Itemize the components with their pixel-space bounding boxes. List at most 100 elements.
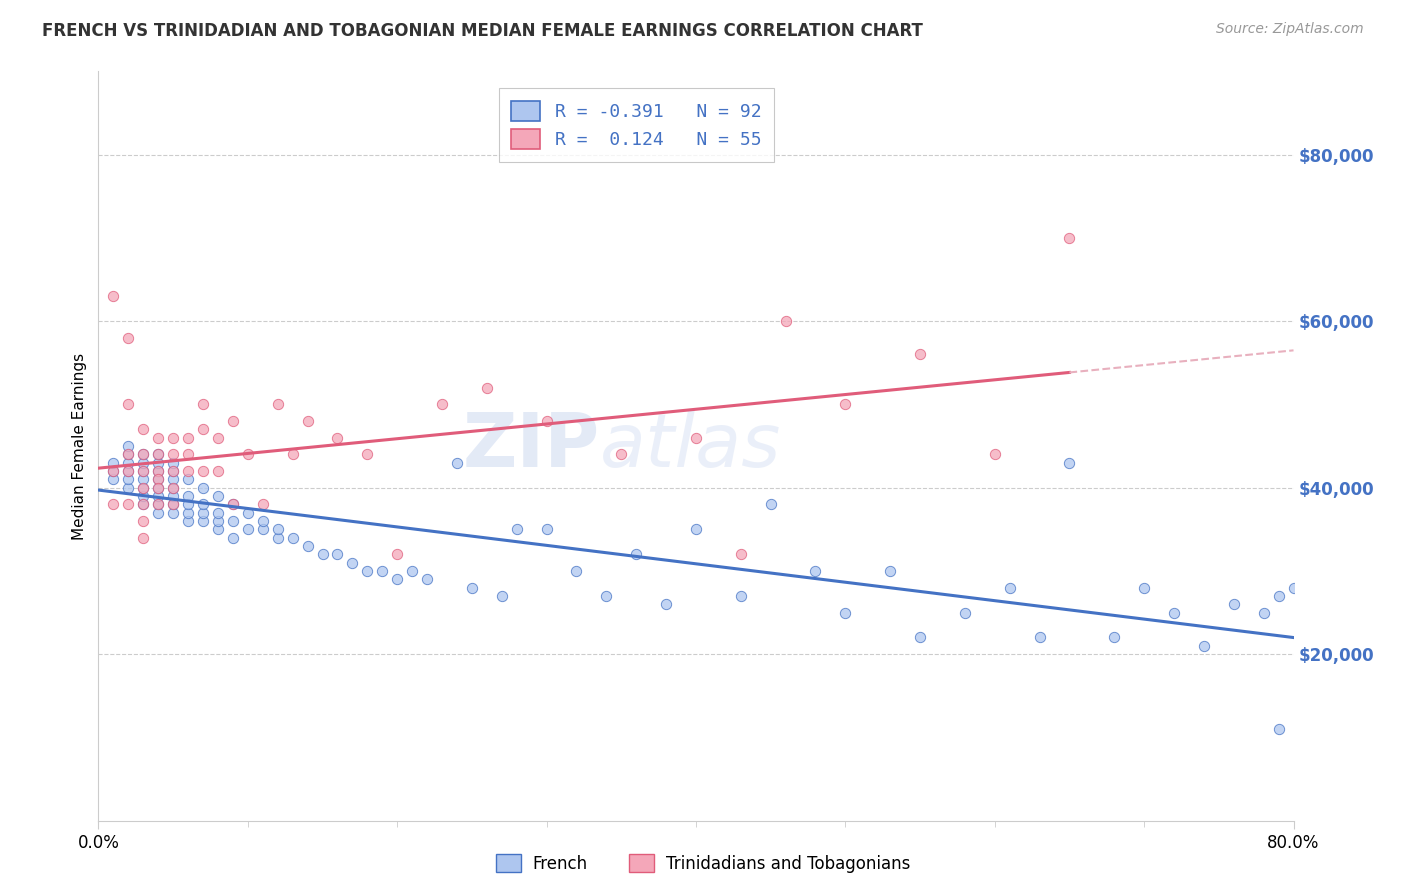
Point xyxy=(132,464,155,478)
Point xyxy=(162,481,184,495)
Point xyxy=(1282,581,1305,595)
Point xyxy=(281,531,304,545)
Point xyxy=(326,431,349,445)
Point xyxy=(998,581,1021,595)
Point xyxy=(191,481,214,495)
Point xyxy=(177,431,200,445)
Point xyxy=(177,447,200,461)
Point xyxy=(148,472,170,486)
Point xyxy=(222,531,245,545)
Point xyxy=(1223,597,1246,611)
Point xyxy=(148,489,170,503)
Point xyxy=(385,547,409,561)
Point xyxy=(252,522,274,536)
Point xyxy=(117,456,139,470)
Point xyxy=(416,572,439,586)
Point xyxy=(103,456,125,470)
Text: FRENCH VS TRINIDADIAN AND TOBAGONIAN MEDIAN FEMALE EARNINGS CORRELATION CHART: FRENCH VS TRINIDADIAN AND TOBAGONIAN MED… xyxy=(42,22,924,40)
Point xyxy=(132,481,155,495)
Point xyxy=(834,397,856,411)
Point xyxy=(953,606,976,620)
Point xyxy=(117,464,139,478)
Point xyxy=(834,606,856,620)
Point xyxy=(103,472,125,486)
Point xyxy=(191,506,214,520)
Point xyxy=(132,464,155,478)
Point xyxy=(132,447,155,461)
Point xyxy=(148,464,170,478)
Legend: French, Trinidadians and Tobagonians: French, Trinidadians and Tobagonians xyxy=(489,847,917,880)
Point xyxy=(191,497,214,511)
Point xyxy=(148,472,170,486)
Point xyxy=(162,464,184,478)
Point xyxy=(222,514,245,528)
Point xyxy=(162,447,184,461)
Point xyxy=(311,547,333,561)
Point xyxy=(177,506,200,520)
Point xyxy=(461,581,484,595)
Point xyxy=(148,464,170,478)
Point xyxy=(1163,606,1185,620)
Point xyxy=(1253,606,1275,620)
Point xyxy=(385,572,409,586)
Point xyxy=(655,597,678,611)
Point xyxy=(132,497,155,511)
Point xyxy=(132,497,155,511)
Point xyxy=(1059,456,1081,470)
Point xyxy=(207,489,229,503)
Point xyxy=(103,464,125,478)
Point xyxy=(222,497,245,511)
Point xyxy=(117,447,139,461)
Point xyxy=(908,347,931,361)
Point xyxy=(103,497,125,511)
Point xyxy=(132,422,155,436)
Point xyxy=(162,472,184,486)
Point xyxy=(430,397,453,411)
Point xyxy=(984,447,1007,461)
Point xyxy=(610,447,633,461)
Point xyxy=(207,522,229,536)
Point xyxy=(191,514,214,528)
Point xyxy=(177,472,200,486)
Point xyxy=(356,447,378,461)
Point xyxy=(191,464,214,478)
Point xyxy=(162,456,184,470)
Point xyxy=(132,456,155,470)
Point xyxy=(267,531,290,545)
Point xyxy=(162,506,184,520)
Point xyxy=(132,447,155,461)
Point xyxy=(565,564,588,578)
Point xyxy=(148,481,170,495)
Point xyxy=(1192,639,1215,653)
Point xyxy=(177,514,200,528)
Point xyxy=(117,472,139,486)
Point xyxy=(775,314,797,328)
Text: Source: ZipAtlas.com: Source: ZipAtlas.com xyxy=(1216,22,1364,37)
Point xyxy=(207,431,229,445)
Point xyxy=(626,547,648,561)
Point xyxy=(222,414,245,428)
Point xyxy=(207,506,229,520)
Point xyxy=(685,431,707,445)
Point xyxy=(536,522,558,536)
Point xyxy=(506,522,529,536)
Point xyxy=(595,589,617,603)
Point xyxy=(148,447,170,461)
Point xyxy=(730,547,752,561)
Point xyxy=(132,514,155,528)
Point xyxy=(162,489,184,503)
Point xyxy=(177,497,200,511)
Point xyxy=(148,431,170,445)
Point xyxy=(207,514,229,528)
Point xyxy=(804,564,827,578)
Point xyxy=(297,414,319,428)
Point xyxy=(401,564,423,578)
Point xyxy=(103,464,125,478)
Point xyxy=(162,497,184,511)
Text: ZIP: ZIP xyxy=(463,409,600,483)
Point xyxy=(536,414,558,428)
Point xyxy=(1133,581,1156,595)
Point xyxy=(177,489,200,503)
Point xyxy=(132,489,155,503)
Point xyxy=(281,447,304,461)
